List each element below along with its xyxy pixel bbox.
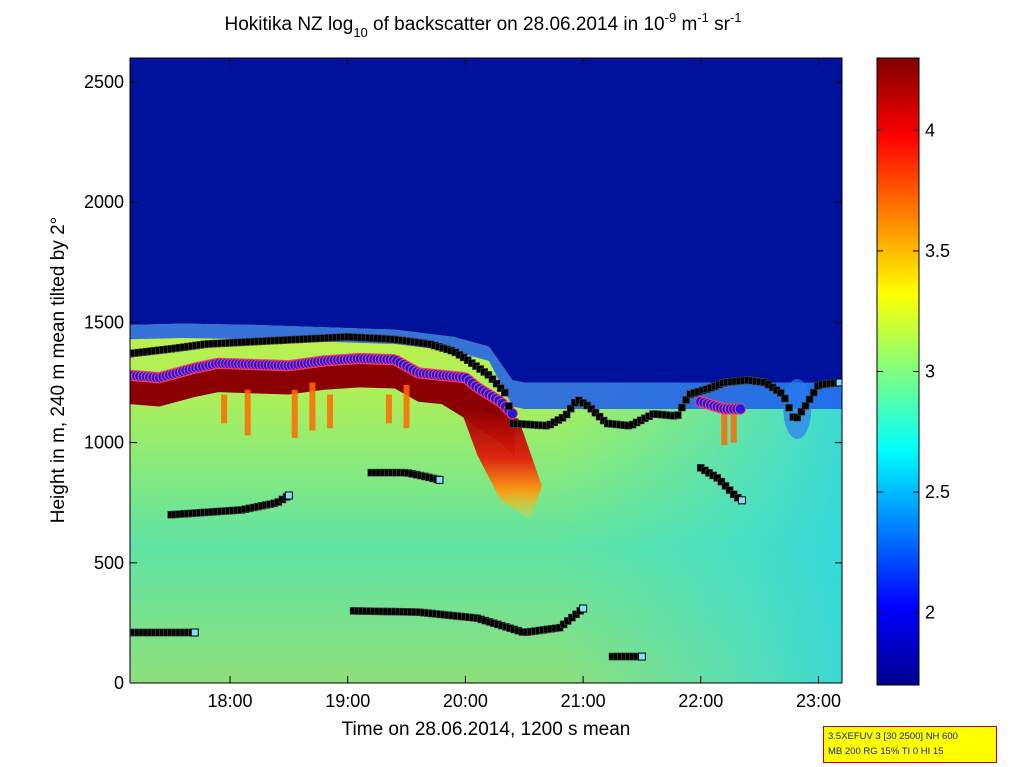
colorbar xyxy=(876,57,920,686)
y-tick-label: 1500 xyxy=(84,312,124,332)
plot-area xyxy=(130,58,842,683)
dip-feature xyxy=(783,378,812,439)
y-tick-label: 2500 xyxy=(84,72,124,92)
layer-marker xyxy=(492,379,501,388)
layer-marker-end xyxy=(637,652,646,661)
heatmap-fields xyxy=(130,58,842,520)
layer-marker xyxy=(591,408,600,417)
transition-band xyxy=(130,323,842,409)
layer-marker xyxy=(725,486,734,494)
x-tick-label: 18:00 xyxy=(208,691,253,711)
streak xyxy=(327,394,334,429)
y-tick-label: 0 xyxy=(114,673,124,693)
layer-marker-end xyxy=(284,491,293,500)
layer-marker xyxy=(793,413,802,422)
cloud-base-point xyxy=(506,407,518,420)
clear-air-region xyxy=(130,58,842,383)
layer-marker xyxy=(674,411,682,419)
streak xyxy=(221,394,228,424)
layer-marker xyxy=(484,371,493,379)
layer-marker xyxy=(717,477,726,486)
dense-aerosol-layer xyxy=(130,353,515,458)
layer-marker-end xyxy=(835,378,842,387)
layer-marker xyxy=(562,410,571,419)
layer-marker xyxy=(488,375,497,383)
colorbar-tick-label: 4 xyxy=(925,120,935,140)
colorbar-tick-label: 2.5 xyxy=(925,482,950,502)
layer-marker xyxy=(496,384,505,392)
layer-marker-end xyxy=(190,628,199,637)
layer-marker xyxy=(595,412,604,421)
layer-marker xyxy=(721,482,730,490)
info-box: 3.5XEFUV 3 [30 2500] NH 600 MB 200 RG 15… xyxy=(823,726,997,763)
layer-marker xyxy=(682,396,690,404)
x-tick-label: 21:00 xyxy=(561,691,606,711)
colorbar-tick-label: 3.5 xyxy=(925,241,950,261)
layer-marker xyxy=(797,407,806,416)
plume xyxy=(459,406,542,520)
info-box-line-2: MB 200 RG 15% TI 0 HI 15 xyxy=(828,746,944,757)
y-axis-label: Height in m, 240 m mean tilted by 2° xyxy=(48,217,69,523)
colorbar-tick-label: 2 xyxy=(925,603,935,623)
layer-marker xyxy=(781,394,789,403)
streak xyxy=(244,389,251,436)
x-tick-label: 22:00 xyxy=(678,691,723,711)
streak xyxy=(291,389,298,438)
x-axis-label: Time on 28.06.2014, 1200 s mean xyxy=(342,719,631,740)
layer-marker xyxy=(801,402,810,410)
streak xyxy=(721,406,728,446)
layer-marker-end xyxy=(737,496,746,505)
colorbar-ticks: 2 2.5 3 3.5 4 xyxy=(877,120,950,623)
streak xyxy=(403,384,410,429)
chart-title: Hokitika NZ log10 of backscatter on 28.0… xyxy=(224,10,741,40)
layer-marker-end xyxy=(435,475,444,484)
streak xyxy=(385,394,392,424)
layer-marker xyxy=(505,402,513,410)
x-tick-label: 20:00 xyxy=(443,691,488,711)
y-tick-label: 2000 xyxy=(84,192,124,212)
series-layer xyxy=(130,333,842,661)
layer-marker xyxy=(566,404,575,413)
layer-marker xyxy=(777,389,785,397)
axes: 18:00 19:00 20:00 21:00 22:00 23:00 0 500 1000 15… xyxy=(84,58,842,711)
plot-frame xyxy=(129,57,843,684)
streak xyxy=(309,382,316,431)
x-tick-label: 23:00 xyxy=(796,691,841,711)
y-tick-label: 1000 xyxy=(84,433,124,453)
colorbar-tick-label: 3 xyxy=(925,362,935,382)
layer-marker-end xyxy=(579,604,588,613)
layer-marker xyxy=(678,403,686,412)
layer-marker xyxy=(805,395,814,404)
y-tick-label: 500 xyxy=(94,553,124,573)
layer-marker xyxy=(809,388,818,397)
layer-marker xyxy=(501,388,509,397)
info-box-line-1: 3.5XEFUV 3 [30 2500] NH 600 xyxy=(828,731,958,742)
layer-marker xyxy=(587,405,596,413)
streak xyxy=(730,406,737,443)
layer-marker xyxy=(785,403,793,412)
x-tick-label: 19:00 xyxy=(325,691,370,711)
cloud-base-point xyxy=(734,403,747,415)
